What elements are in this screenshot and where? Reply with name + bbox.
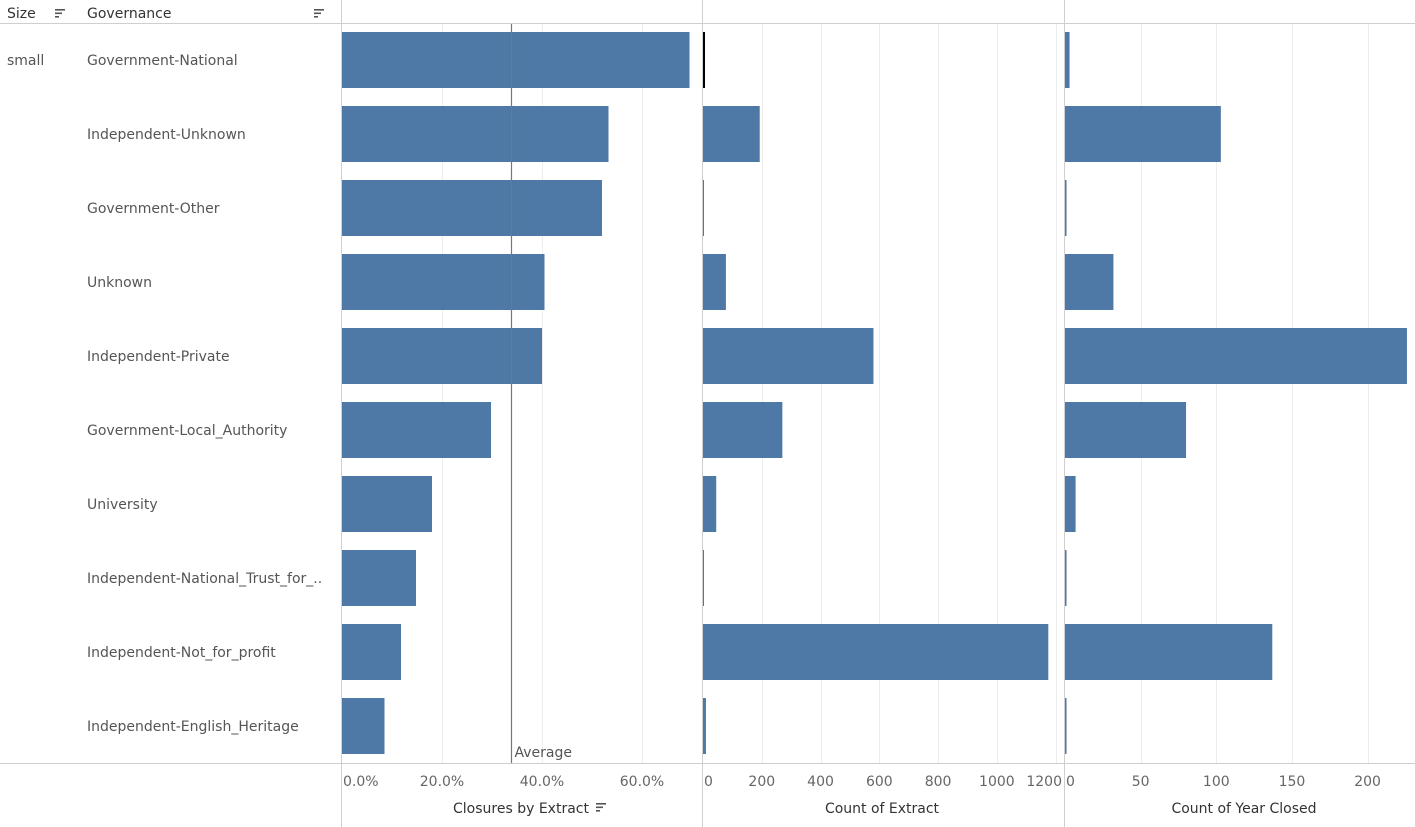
tick-label: 0 (704, 774, 713, 790)
bar-count-year-closed[interactable] (1065, 32, 1070, 88)
axis-title-closures: Closures by Extract (453, 801, 589, 817)
bar-closures[interactable] (342, 180, 602, 236)
category-label: Unknown (87, 275, 152, 291)
bar-count-extract[interactable] (703, 476, 717, 532)
tick-label: 100 (1203, 774, 1230, 790)
tick-label: 0 (1066, 774, 1075, 790)
bar-count-year-closed[interactable] (1065, 698, 1067, 754)
category-label: Independent-Private (87, 349, 230, 365)
size-value-small: small (7, 53, 44, 69)
bar-count-year-closed[interactable] (1065, 180, 1067, 236)
bar-closures[interactable] (342, 328, 542, 384)
tick-label: 200 (748, 774, 775, 790)
governance-sort-icon[interactable] (314, 9, 324, 18)
category-label: Government-Local_Authority (87, 423, 287, 439)
category-label: Independent-Not_for_profit (87, 645, 276, 661)
tick-label: 800 (925, 774, 952, 790)
bar-count-year-closed[interactable] (1065, 476, 1076, 532)
tick-label: 20.0% (420, 774, 464, 790)
tick-label: 40.0% (520, 774, 564, 790)
bar-closures[interactable] (342, 106, 609, 162)
bar-closures[interactable] (342, 698, 385, 754)
governance-header: Governance (87, 6, 171, 22)
bar-closures[interactable] (342, 550, 416, 606)
bar-closures[interactable] (342, 624, 401, 680)
category-labels: Government-National Independent-Unknown Go… (87, 53, 322, 735)
tick-label: 400 (807, 774, 834, 790)
tick-label: 0.0% (343, 774, 379, 790)
size-header: Size (7, 6, 36, 22)
bar-count-extract[interactable] (703, 624, 1049, 680)
tick-label: 150 (1279, 774, 1306, 790)
tick-label: 200 (1354, 774, 1381, 790)
bar-closures[interactable] (342, 476, 432, 532)
bar-closures[interactable] (342, 402, 491, 458)
tick-label: 1200 (1026, 774, 1062, 790)
bar-count-extract[interactable] (703, 402, 783, 458)
bar-closures[interactable] (342, 32, 690, 88)
bar-count-extract[interactable] (703, 698, 706, 754)
bars: Average (342, 24, 1407, 763)
bar-count-extract[interactable] (703, 180, 704, 236)
size-sort-icon[interactable] (55, 9, 65, 18)
header-row: Size Governance small (7, 6, 324, 69)
axis-title-count-year-closed: Count of Year Closed (1171, 801, 1316, 817)
tick-label: 50 (1132, 774, 1150, 790)
tick-label: 1000 (979, 774, 1015, 790)
bar-count-year-closed[interactable] (1065, 624, 1273, 680)
bar-count-year-closed[interactable] (1065, 550, 1067, 606)
axes: 0.0% 20.0% 40.0% 60.0% 0 200 400 600 800 1000 1200… (343, 774, 1381, 790)
category-label: University (87, 497, 158, 513)
category-label: Independent-English_Heritage (87, 719, 299, 735)
average-label: Average (515, 745, 573, 761)
bar-count-year-closed[interactable] (1065, 402, 1187, 458)
tick-label: 600 (866, 774, 893, 790)
bar-count-extract[interactable] (703, 254, 726, 310)
category-label: Independent-National_Trust_for_.. (87, 571, 322, 587)
selected-mark[interactable] (703, 32, 705, 88)
bar-count-year-closed[interactable] (1065, 106, 1221, 162)
bar-count-extract[interactable] (703, 106, 760, 162)
bar-closures[interactable] (342, 254, 545, 310)
category-label: Independent-Unknown (87, 127, 246, 143)
tick-label: 60.0% (620, 774, 664, 790)
axis-title-count-extract: Count of Extract (825, 801, 940, 817)
category-label: Government-National (87, 53, 238, 69)
category-label: Government-Other (87, 201, 220, 217)
bar-count-extract[interactable] (703, 328, 874, 384)
closures-sort-icon[interactable] (596, 803, 606, 812)
bar-count-extract[interactable] (703, 550, 704, 606)
bar-count-year-closed[interactable] (1065, 254, 1114, 310)
bar-count-year-closed[interactable] (1065, 328, 1407, 384)
